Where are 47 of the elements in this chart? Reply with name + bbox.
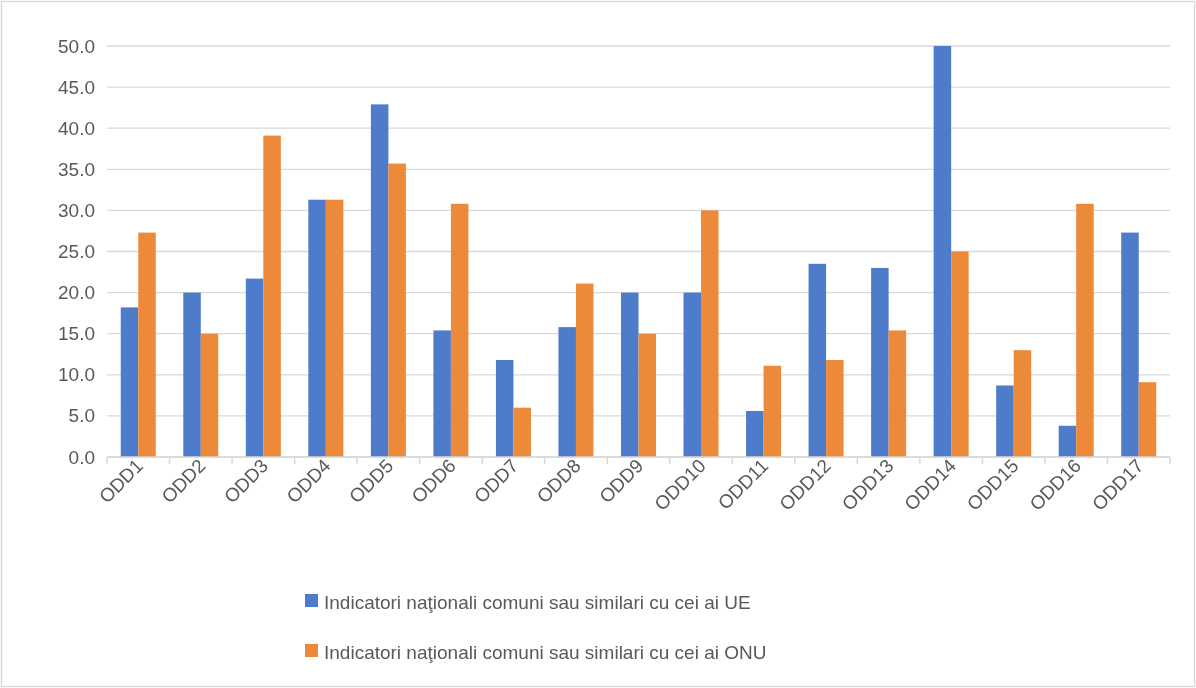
bar (1076, 203, 1094, 457)
bar (263, 135, 281, 457)
bar (433, 330, 451, 457)
bar (683, 292, 702, 457)
bar (620, 292, 639, 457)
bar (701, 210, 719, 457)
y-tick-label: 50.0 (58, 35, 95, 57)
bar (450, 203, 469, 457)
bar (308, 199, 326, 457)
bar (763, 365, 782, 457)
bar (200, 333, 219, 457)
bar (388, 163, 406, 457)
bar (1058, 425, 1077, 457)
bar (183, 292, 201, 457)
y-tick-label: 40.0 (58, 117, 95, 139)
bar (558, 327, 576, 457)
bar (933, 46, 952, 457)
y-tick-label: 5.0 (68, 405, 95, 427)
bar (746, 410, 764, 457)
bar (996, 385, 1014, 457)
bar (1013, 350, 1032, 457)
bar (245, 278, 264, 457)
bar (808, 263, 827, 457)
y-tick-label: 0.0 (68, 446, 95, 468)
y-tick-label: 20.0 (58, 282, 95, 304)
bar (1138, 382, 1157, 457)
y-tick-label: 35.0 (58, 158, 95, 180)
bar (495, 360, 514, 457)
bar (370, 104, 389, 457)
legend-label: Indicatori naţionali comuni sau similari cu cei ai UE (324, 591, 751, 613)
bar (120, 307, 139, 457)
bar (513, 407, 531, 457)
y-tick-label: 10.0 (58, 364, 95, 386)
bar (826, 360, 844, 457)
bar (138, 232, 156, 457)
legend-label: Indicatori naţionali comuni sau similari cu cei ai ONU (324, 641, 767, 663)
bar (325, 199, 344, 457)
bar (1121, 232, 1139, 457)
bar (951, 251, 969, 457)
y-tick-label: 45.0 (58, 76, 95, 98)
y-tick-label: 30.0 (58, 199, 95, 221)
bar (871, 267, 889, 457)
bar (888, 330, 907, 457)
bar (638, 333, 657, 457)
y-tick-label: 25.0 (58, 241, 95, 263)
bar (575, 283, 594, 457)
y-tick-label: 15.0 (58, 323, 95, 345)
